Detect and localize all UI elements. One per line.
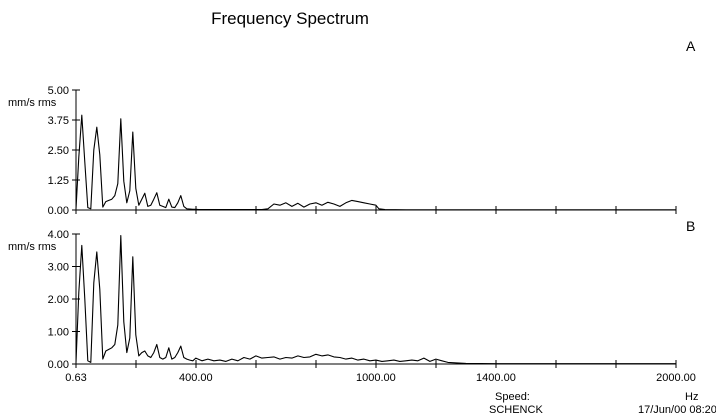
y-tick-label: 0.00 — [48, 205, 69, 217]
speed-label: Speed: — [495, 391, 530, 403]
y-tick-label: 2.50 — [48, 145, 69, 157]
spectrum-line-a — [75, 114, 676, 211]
y-axis-unit-label: mm/s rms — [8, 97, 57, 109]
x-tick-label: 1400.00 — [476, 372, 516, 384]
x-tick-label: 0.63 — [65, 372, 86, 384]
y-tick-label: 1.00 — [48, 327, 69, 339]
y-tick-label: 2.00 — [48, 294, 69, 306]
x-tick-label: 400.00 — [179, 372, 213, 384]
hz-unit-label: Hz — [685, 391, 698, 403]
company-label: SCHENCK — [489, 404, 543, 416]
x-tick-label: 2000.00 — [656, 372, 696, 384]
x-tick-label: 1000.00 — [356, 372, 396, 384]
y-tick-label: 5.00 — [48, 85, 69, 97]
panel-label-a: A — [686, 38, 696, 54]
chart-title: Frequency Spectrum — [211, 9, 369, 28]
spectrum-line-b — [75, 235, 676, 365]
timestamp-label: 17/Jun/00 08:20 — [638, 404, 716, 416]
y-tick-label: 3.00 — [48, 262, 69, 274]
y-tick-label: 4.00 — [48, 229, 69, 241]
panel-label-b: B — [686, 218, 695, 234]
y-tick-label: 0.00 — [48, 359, 69, 371]
y-tick-label: 1.25 — [48, 175, 69, 187]
y-tick-label: 3.75 — [48, 115, 69, 127]
y-axis-unit-label: mm/s rms — [8, 241, 57, 253]
